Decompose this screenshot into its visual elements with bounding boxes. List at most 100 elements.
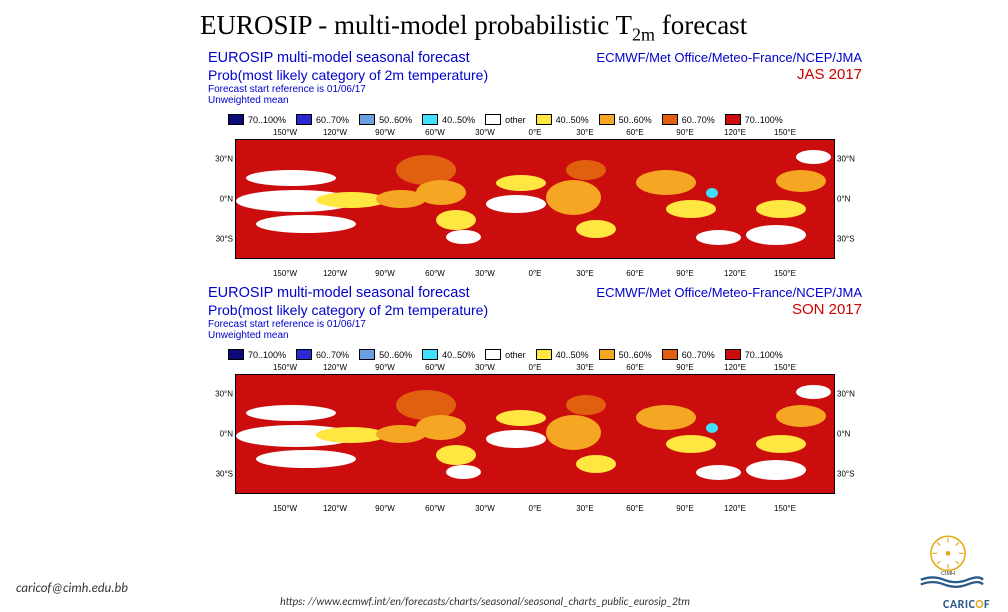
heatmap-blob (666, 435, 716, 453)
heatmap-blob (486, 195, 546, 213)
x-tick-top: 90°W (375, 363, 395, 372)
legend-label: 60..70% (316, 350, 349, 360)
y-tick-left: 0°N (209, 195, 233, 204)
heatmap-blob (546, 415, 601, 450)
legend-label: 70..100% (745, 350, 783, 360)
legend-swatch (725, 349, 741, 360)
x-tick-bottom: 30°W (475, 269, 495, 278)
legend-swatch (599, 114, 615, 125)
y-tick-right: 30°S (837, 470, 861, 479)
legend-label: other (505, 115, 526, 125)
x-tick-bottom: 150°E (774, 269, 796, 278)
panel-centers: ECMWF/Met Office/Meteo-France/NCEP/JMA (596, 50, 862, 65)
panel-model-title: EUROSIP multi-model seasonal forecast (208, 50, 470, 66)
panel-centers: ECMWF/Met Office/Meteo-France/NCEP/JMA (596, 285, 862, 300)
heatmap-blob (796, 385, 831, 399)
x-tick-bottom: 30°E (576, 269, 593, 278)
x-tick-bottom: 120°E (724, 269, 746, 278)
x-tick-top: 30°E (576, 363, 593, 372)
x-tick-bottom: 0°E (529, 504, 542, 513)
heatmap-blob (496, 410, 546, 426)
panels-container: EUROSIP multi-model seasonal forecast ECM… (200, 50, 870, 520)
legend-swatch (662, 349, 678, 360)
legend-label: 60..70% (682, 350, 715, 360)
heatmap-blob (446, 465, 481, 479)
x-tick-top: 90°E (676, 363, 693, 372)
heatmap-blob (776, 170, 826, 192)
y-tick-left: 30°S (209, 470, 233, 479)
x-tick-bottom: 60°E (626, 269, 643, 278)
panel-header: EUROSIP multi-model seasonal forecast ECM… (200, 50, 870, 108)
x-tick-top: 120°E (724, 128, 746, 137)
x-tick-bottom: 120°E (724, 504, 746, 513)
svg-text:CIMH: CIMH (941, 571, 955, 577)
heatmap-blob (446, 230, 481, 244)
map-canvas (235, 139, 835, 259)
title-sub: 2m (632, 24, 655, 44)
color-legend: 70..100% 60..70% 50..60% 40..50% other 40..50… (228, 114, 870, 125)
y-tick-left: 30°S (209, 235, 233, 244)
x-tick-top: 150°W (273, 128, 297, 137)
legend-label: 40..50% (442, 115, 475, 125)
map-wrap: 150°W150°W120°W120°W90°W90°W60°W60°W30°W… (205, 129, 865, 277)
legend-swatch (422, 114, 438, 125)
heatmap-blob (416, 415, 466, 440)
x-tick-top: 90°W (375, 128, 395, 137)
panel-method-line: Unweighted mean (208, 95, 289, 106)
heatmap-blob (256, 450, 356, 468)
legend-swatch (662, 114, 678, 125)
heatmap-blob (566, 160, 606, 180)
heatmap-blob (706, 188, 718, 198)
legend-label: 50..60% (619, 115, 652, 125)
legend-swatch (422, 349, 438, 360)
x-tick-top: 30°W (475, 128, 495, 137)
heatmap-blob (416, 180, 466, 205)
y-tick-left: 0°N (209, 430, 233, 439)
legend-label: 50..60% (379, 350, 412, 360)
map-wrap: 150°W150°W120°W120°W90°W90°W60°W60°W30°W… (205, 364, 865, 512)
color-legend: 70..100%60..70%50..60%40..50%other40..50… (228, 349, 870, 360)
x-tick-top: 60°W (425, 363, 445, 372)
legend-swatch (536, 114, 552, 125)
x-tick-top: 30°E (576, 128, 593, 137)
y-tick-right: 30°S (837, 235, 861, 244)
y-tick-right: 0°N (837, 430, 861, 439)
x-tick-bottom: 90°E (676, 269, 693, 278)
legend-label: 60..70% (682, 115, 715, 125)
heatmap-blob (486, 430, 546, 448)
y-tick-right: 30°N (837, 390, 861, 399)
legend-label: 40..50% (556, 115, 589, 125)
legend-swatch (485, 349, 501, 360)
heatmap-blob (576, 220, 616, 238)
panel-model-title: EUROSIP multi-model seasonal forecast (208, 285, 470, 301)
heatmap-blob (246, 405, 336, 421)
panel-period: SON 2017 (792, 301, 862, 318)
panel-ref-line: Forecast start reference is 01/06/17 (208, 84, 366, 95)
heatmap-blob (746, 460, 806, 480)
x-tick-top: 30°W (475, 363, 495, 372)
x-tick-bottom: 60°E (626, 504, 643, 513)
legend-label: 70..100% (248, 115, 286, 125)
x-tick-bottom: 30°W (475, 504, 495, 513)
heatmap-blob (436, 210, 476, 230)
footer-email: caricof@cimh.edu.bb (16, 581, 128, 596)
heatmap-blob (636, 170, 696, 195)
panel-method-line: Unweighted mean (208, 330, 289, 341)
legend-swatch (536, 349, 552, 360)
x-tick-bottom: 90°W (375, 504, 395, 513)
panel-header: EUROSIP multi-model seasonal forecast ECM… (200, 285, 870, 343)
x-tick-top: 120°W (323, 363, 347, 372)
heatmap-blob (746, 225, 806, 245)
x-tick-bottom: 30°E (576, 504, 593, 513)
heatmap-blob (246, 170, 336, 186)
x-tick-top: 150°E (774, 363, 796, 372)
legend-swatch (296, 349, 312, 360)
heatmap-blob (756, 200, 806, 218)
panel-ref-line: Forecast start reference is 01/06/17 (208, 319, 366, 330)
forecast-panel: EUROSIP multi-model seasonal forecast ECM… (200, 50, 870, 277)
x-tick-bottom: 60°W (425, 269, 445, 278)
x-tick-bottom: 60°W (425, 504, 445, 513)
heatmap-blob (576, 455, 616, 473)
legend-label: 70..100% (248, 350, 286, 360)
heatmap-blob (756, 435, 806, 453)
